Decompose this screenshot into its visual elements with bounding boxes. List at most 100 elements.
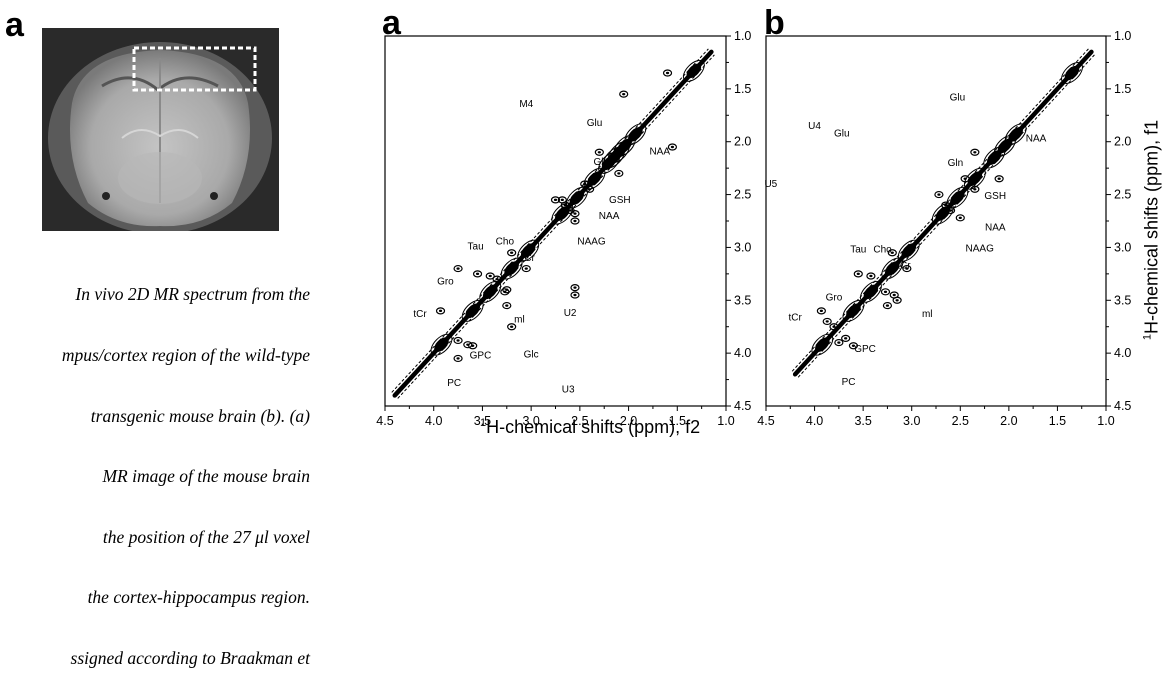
- cross-peak-core: [963, 177, 967, 180]
- diagonal-peak: [997, 138, 1013, 154]
- x-tick-label: 2.5: [571, 414, 588, 428]
- cross-peak: [570, 217, 580, 225]
- cross-peak-core: [524, 267, 528, 270]
- peak-label: tCr: [522, 253, 536, 264]
- x-tick-label: 3.0: [522, 414, 539, 428]
- y-tick-label: 2.5: [1114, 188, 1131, 202]
- cross-peak: [463, 341, 473, 349]
- peak-label: U5: [764, 179, 777, 190]
- cross-peak-core: [553, 198, 558, 202]
- cross-peak: [892, 296, 902, 304]
- cross-peak-core: [573, 212, 577, 215]
- peak-label: Glu: [834, 128, 850, 139]
- x-tick-label: 3.5: [474, 414, 491, 428]
- cross-peak-core: [948, 209, 953, 212]
- diagonal-peak-contour: [842, 299, 865, 322]
- peak-label: ml: [514, 314, 525, 325]
- nmr-figure: 4.5 4.0 3.5 3.0 2.5 2.0 1.5 1.0 1.0 1.5 2.0 2.5 3.0 3…: [376, 29, 1131, 428]
- cross-peak-core: [883, 290, 888, 294]
- diagonal-peak: [686, 63, 702, 79]
- y-tick-label: 3.0: [1114, 240, 1131, 254]
- cross-peak: [902, 264, 912, 273]
- cross-peak: [834, 338, 844, 347]
- panel-label-spectrum-b: b: [764, 4, 785, 42]
- caption-line: ssigned according to Braakman et: [70, 648, 310, 669]
- cross-peak: [882, 301, 893, 310]
- cross-peak-core: [505, 288, 509, 291]
- cross-peak: [941, 201, 951, 209]
- y-tick-label: 1.0: [734, 29, 751, 43]
- diagonal-peak: [504, 261, 519, 276]
- diagonal-peak: [611, 145, 627, 160]
- diagonal-contour: [791, 48, 1089, 372]
- figure-caption: In vivo 2D MR spectrum from the mpus/cor…: [0, 244, 310, 688]
- cross-peak-core: [597, 151, 601, 154]
- cross-peak: [662, 69, 673, 77]
- diagonal-peak-contour: [500, 257, 523, 280]
- cross-peak: [468, 342, 478, 350]
- x-tick-label: 3.5: [854, 414, 871, 428]
- cross-peak-core: [670, 145, 675, 149]
- cross-peak-core: [438, 309, 443, 313]
- cross-peak-core: [495, 277, 499, 281]
- cross-peak: [435, 307, 446, 315]
- x-tick-label: 1.5: [1049, 414, 1066, 428]
- diagonal-peak: [815, 337, 830, 352]
- y-tick-label: 2.5: [734, 188, 751, 202]
- diagonal-peak: [569, 190, 585, 206]
- cross-peak: [955, 214, 965, 222]
- caption-line: transgenic mouse brain (b). (a): [90, 405, 310, 426]
- cross-peak: [994, 175, 1004, 183]
- cross-peak: [594, 148, 604, 156]
- peak-label: U4: [808, 121, 821, 132]
- cross-peak: [570, 210, 580, 218]
- diagonal-peak: [465, 303, 480, 319]
- cross-peak-core: [825, 320, 829, 323]
- peak-label: GPC: [470, 350, 492, 361]
- cross-peak-core: [819, 309, 823, 313]
- peak-label: GSH: [984, 191, 1006, 202]
- cross-peak: [550, 196, 561, 204]
- peak-label: PC: [842, 377, 856, 388]
- peak-label: NAAG: [577, 236, 606, 247]
- y-axis-title-superscript: 1: [1141, 333, 1154, 341]
- spectrum-panel-a: 4.5 4.0 3.5 3.0 2.5 2.0 1.5 1.0 1.0 1.5 2.0 2.5 3.0 3…: [376, 29, 751, 428]
- diagonal-peak: [587, 171, 602, 186]
- x-tick-label: 4.5: [757, 414, 774, 428]
- y-tick-label: 1.5: [1114, 82, 1131, 96]
- peak-label: Cho: [496, 236, 515, 247]
- peak-label: Gln: [948, 158, 964, 169]
- cross-peak-core: [568, 209, 572, 212]
- cross-peak: [822, 317, 832, 326]
- y-tick-label: 2.0: [1114, 135, 1131, 149]
- cross-peak-core: [466, 343, 470, 346]
- peak-label: GSH: [609, 195, 631, 206]
- cross-peak: [507, 249, 517, 257]
- cross-peak-core: [505, 304, 509, 307]
- caption-line: MR image of the mouse brain: [102, 466, 310, 487]
- x-axis-title: 1H-chemical shifts (ppm), f2: [480, 417, 700, 438]
- cross-peak: [580, 180, 590, 188]
- x-tick-label: 1.0: [717, 414, 734, 428]
- diagonal-peak-contour: [931, 202, 954, 225]
- caption-line: In vivo 2D MR spectrum from the: [75, 284, 310, 305]
- cross-peak-core: [510, 251, 514, 254]
- voxel-box: [132, 46, 257, 92]
- cross-peak: [816, 307, 826, 315]
- diagonal-contour: [797, 54, 1095, 378]
- diagonal-peak: [901, 243, 917, 258]
- diagonal-peak-contour: [1061, 62, 1083, 84]
- cross-peak-core: [905, 267, 909, 270]
- y-tick-label: 4.5: [734, 399, 751, 413]
- cross-peak-core: [475, 272, 480, 276]
- diagonal-peak: [628, 127, 643, 142]
- diagonal-peak: [967, 171, 983, 186]
- x-tick-label: 1.5: [669, 414, 686, 428]
- cross-peak-core: [510, 325, 514, 328]
- peak-label: Glu: [587, 118, 603, 129]
- cross-peak-core: [456, 267, 460, 270]
- cross-peak-core: [890, 251, 894, 254]
- x-tick-label: 3.0: [903, 414, 920, 428]
- cross-peak: [880, 288, 891, 296]
- x-tick-label: 4.0: [806, 414, 823, 428]
